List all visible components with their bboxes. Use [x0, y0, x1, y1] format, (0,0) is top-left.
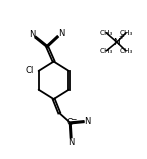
- Text: N: N: [68, 138, 75, 147]
- Text: CH₃: CH₃: [100, 30, 113, 36]
- Text: CH₃: CH₃: [119, 48, 133, 54]
- Text: N: N: [113, 38, 120, 47]
- Text: N: N: [84, 117, 91, 126]
- Text: C: C: [67, 118, 73, 127]
- Text: CH₃: CH₃: [119, 30, 133, 36]
- Text: CH₃: CH₃: [100, 48, 113, 54]
- Text: N: N: [58, 29, 64, 38]
- Text: N: N: [29, 30, 35, 39]
- Text: +: +: [118, 34, 124, 40]
- Text: −: −: [70, 116, 76, 124]
- Text: Cl: Cl: [25, 66, 34, 75]
